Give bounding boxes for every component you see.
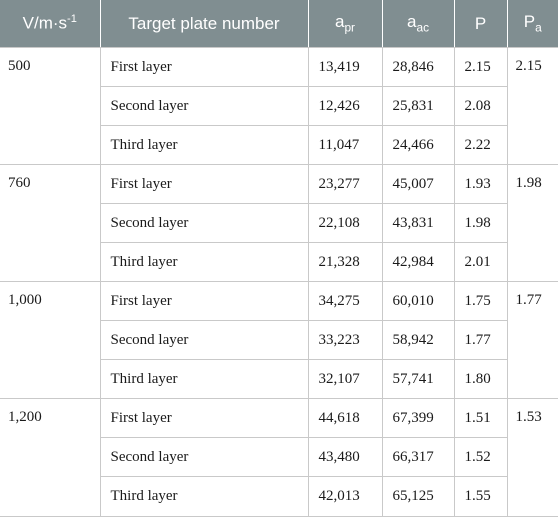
apr-cell: 43,480 (307, 437, 383, 477)
apr-cell: 22,108 (307, 203, 383, 243)
aac-cell: 66,317 (381, 437, 455, 477)
p-cell: 2.08 (453, 86, 507, 126)
header-p: P (454, 0, 508, 48)
aac-cell: 60,010 (381, 281, 455, 321)
velocity-cell: 1,000 (0, 281, 101, 399)
pa-cell: 1.98 (506, 164, 558, 282)
apr-cell: 13,419 (307, 47, 383, 87)
apr-cell: 11,047 (307, 125, 383, 165)
aac-cell: 45,007 (381, 164, 455, 204)
table-row: 500 First layer 13,419 28,846 2.15 2.15 (0, 47, 558, 165)
layer-cell: Second layer (100, 203, 309, 243)
layer-cell: Third layer (100, 476, 309, 517)
header-aac: aac (382, 0, 455, 48)
aac-cell: 57,741 (381, 359, 455, 399)
table-row: Second layer 33,223 58,942 1.77 (0, 320, 558, 360)
apr-cell: 42,013 (307, 476, 383, 517)
velocity-cell: 500 (0, 47, 101, 165)
layer-cell: Third layer (100, 242, 309, 282)
table-row: 1,200 First layer 44,618 67,399 1.51 1.53 (0, 398, 558, 517)
table-row: 1,000 First layer 34,275 60,010 1.75 1.77 (0, 281, 558, 399)
layer-cell: First layer (99, 281, 309, 321)
p-cell: 2.15 (453, 47, 508, 87)
table-header: V/m·s-1 Target plate number apr aac P Pa (0, 0, 558, 48)
velocity-cell: 760 (0, 164, 101, 282)
velocity-cell: 1,200 (0, 398, 101, 517)
pa-cell: 1.77 (506, 281, 558, 399)
header-pa: Pa (507, 0, 558, 48)
p-cell: 2.01 (453, 242, 507, 282)
aac-cell: 67,399 (381, 398, 455, 438)
layer-cell: Second layer (100, 437, 309, 477)
p-cell: 1.55 (453, 476, 507, 517)
pa-cell: 1.53 (506, 398, 558, 517)
layer-cell: Third layer (100, 125, 309, 165)
table-body: 500 First layer 13,419 28,846 2.15 2.15 Second… (0, 47, 558, 517)
aac-cell: 43,831 (381, 203, 455, 243)
p-cell: 1.93 (453, 164, 508, 204)
table-row: Second layer 22,108 43,831 1.98 (0, 203, 558, 243)
apr-cell: 34,275 (307, 281, 383, 321)
table-row: Third layer 42,013 65,125 1.55 (0, 476, 558, 517)
table-row: Third layer 21,328 42,984 2.01 (0, 242, 558, 282)
layer-cell: First layer (99, 398, 309, 438)
layer-cell: Second layer (100, 86, 309, 126)
header-row: V/m·s-1 Target plate number apr aac P Pa (0, 0, 558, 48)
apr-cell: 21,328 (307, 242, 383, 282)
header-apr: apr (308, 0, 383, 48)
p-cell: 1.75 (453, 281, 508, 321)
aac-cell: 24,466 (381, 125, 455, 165)
p-cell: 1.98 (453, 203, 507, 243)
layer-cell: Second layer (100, 320, 309, 360)
apr-cell: 33,223 (307, 320, 383, 360)
apr-cell: 44,618 (307, 398, 383, 438)
layer-cell: Third layer (100, 359, 309, 399)
aac-cell: 25,831 (381, 86, 455, 126)
aac-cell: 58,942 (381, 320, 455, 360)
p-cell: 1.77 (453, 320, 507, 360)
p-cell: 1.51 (453, 398, 508, 438)
pa-cell: 2.15 (506, 47, 558, 165)
layer-cell: First layer (99, 164, 309, 204)
table-row: 760 First layer 23,277 45,007 1.93 1.98 (0, 164, 558, 282)
apr-cell: 12,426 (307, 86, 383, 126)
header-velocity: V/m·s-1 (0, 0, 101, 48)
aac-cell: 28,846 (381, 47, 455, 87)
apr-cell: 23,277 (307, 164, 383, 204)
aac-cell: 42,984 (381, 242, 455, 282)
p-cell: 1.80 (453, 359, 507, 399)
header-target-plate-number: Target plate number (100, 0, 309, 48)
table-row: Third layer 11,047 24,466 2.22 (0, 125, 558, 165)
p-cell: 2.22 (453, 125, 507, 165)
p-cell: 1.52 (453, 437, 507, 477)
apr-cell: 32,107 (307, 359, 383, 399)
layer-cell: First layer (99, 47, 309, 87)
